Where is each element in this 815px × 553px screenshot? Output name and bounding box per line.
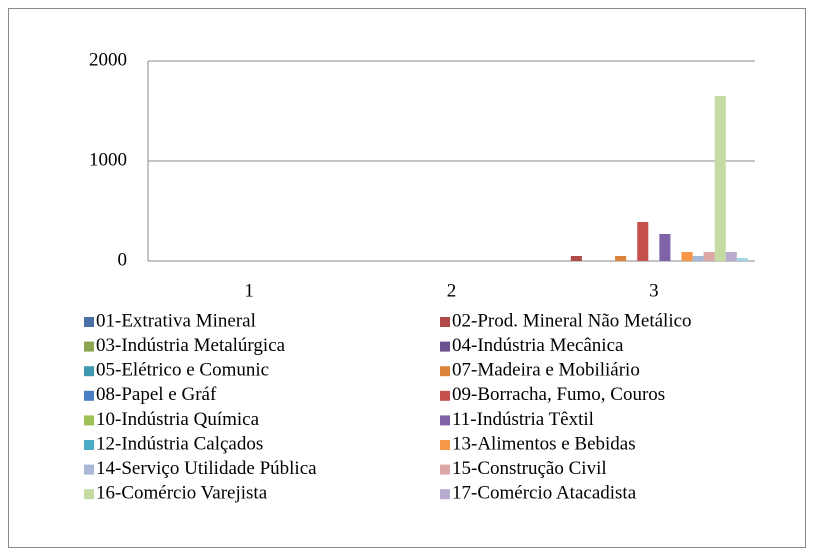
- legend-label: 04-Indústria Mecânica: [452, 335, 624, 356]
- legend-swatch: [440, 415, 450, 426]
- legend-swatch: [84, 415, 94, 426]
- legend-swatch: [440, 341, 450, 352]
- bar: [615, 256, 627, 261]
- legend-label: 01-Extrativa Mineral: [96, 310, 256, 331]
- legend-label: 11-Indústria Têxtil: [452, 409, 594, 430]
- bar: [570, 256, 582, 261]
- y-tick-label: 0: [118, 249, 128, 270]
- legend-label: 02-Prod. Mineral Não Metálico: [452, 310, 692, 331]
- legend-label: 14-Serviço Utilidade Pública: [96, 458, 317, 479]
- legend-label: 17-Comércio Atacadista: [452, 483, 637, 504]
- bar: [725, 252, 737, 261]
- legend-label: 12-Indústria Calçados: [96, 433, 263, 454]
- legend-swatch: [84, 317, 94, 327]
- y-tick-label: 2000: [89, 49, 127, 70]
- legend-label: 03-Indústria Metalúrgica: [96, 335, 286, 356]
- legend-label: 10-Indústria Química: [96, 409, 260, 430]
- chart-border: [8, 8, 806, 548]
- legend-label: 07-Madeira e Mobiliário: [452, 360, 640, 381]
- legend-label: 15-Construção Civil: [452, 458, 607, 479]
- legend-swatch: [440, 390, 450, 401]
- legend-swatch: [440, 489, 450, 500]
- legend-swatch: [84, 341, 94, 352]
- legend-swatch: [84, 489, 94, 500]
- legend-label: 08-Papel e Gráf: [96, 384, 217, 405]
- legend-swatch: [440, 317, 450, 327]
- legend-label: 05-Elétrico e Comunic: [96, 360, 269, 381]
- legend-swatch: [440, 464, 450, 475]
- legend-swatch: [84, 440, 94, 450]
- legend-label: 13-Alimentos e Bebidas: [452, 433, 636, 454]
- x-tick-label: 3: [649, 280, 659, 301]
- legend-swatch: [84, 464, 94, 475]
- legend-swatch: [84, 366, 94, 377]
- y-tick-label: 1000: [89, 149, 127, 170]
- bar: [681, 252, 693, 261]
- bar: [714, 96, 726, 261]
- x-tick-label: 2: [447, 280, 457, 301]
- bar: [659, 234, 671, 261]
- legend-swatch: [440, 366, 450, 377]
- x-tick-label: 1: [244, 280, 254, 301]
- bar: [703, 252, 715, 261]
- bar: [692, 256, 704, 261]
- legend-label: 09-Borracha, Fumo, Couros: [452, 384, 665, 405]
- bar: [637, 222, 649, 261]
- legend-swatch: [84, 390, 94, 401]
- bar: [736, 258, 748, 261]
- legend-label: 16-Comércio Varejista: [96, 483, 268, 504]
- legend-swatch: [440, 440, 450, 450]
